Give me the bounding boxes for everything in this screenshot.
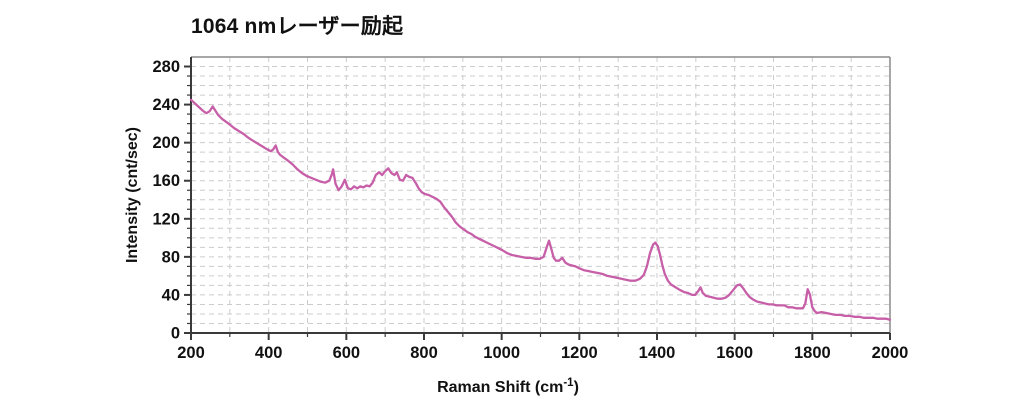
- chart-title: 1064 nmレーザー励起: [191, 15, 404, 38]
- x-tick-label: 2000: [872, 344, 909, 362]
- x-tick-label: 200: [177, 344, 205, 362]
- y-tick-label: 160: [152, 172, 180, 190]
- x-tick-label: 1000: [483, 344, 520, 362]
- x-tick-label: 800: [410, 344, 438, 362]
- y-tick-label: 120: [152, 210, 180, 228]
- x-tick-label: 600: [333, 344, 361, 362]
- gridlines: [191, 57, 890, 333]
- y-tick-label: 80: [162, 248, 180, 266]
- x-tick-label: 1800: [794, 344, 831, 362]
- x-tick-label: 1200: [561, 344, 598, 362]
- tick-labels: 200 400 600 800 1000 1200 1400 1600 1800 2000 0 40 8…: [152, 58, 908, 362]
- x-tick-label: 400: [255, 344, 283, 362]
- x-tick-label: 1400: [639, 344, 676, 362]
- spectrum-polyline: [189, 98, 892, 321]
- y-tick-label: 240: [152, 96, 180, 114]
- y-tick-label: 280: [152, 58, 180, 76]
- spectrum-line: [189, 98, 892, 321]
- y-tick-label: 200: [152, 134, 180, 152]
- y-tick-label: 0: [171, 325, 180, 343]
- y-tick-label: 40: [162, 286, 180, 304]
- axis-ticks: [184, 65, 891, 340]
- x-axis-label: Raman Shift (cm-1): [437, 377, 579, 396]
- y-axis-label: Intensity (cnt/sec): [124, 127, 141, 263]
- x-tick-label: 1600: [716, 344, 753, 362]
